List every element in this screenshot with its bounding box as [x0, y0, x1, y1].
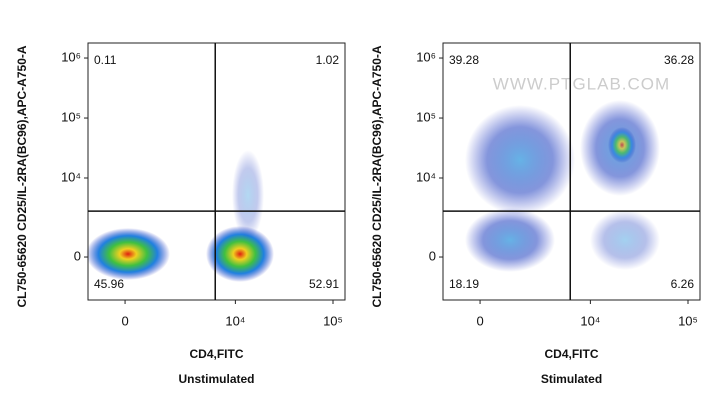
- y-tick-label: 10⁵: [61, 109, 81, 124]
- quadrant-label: 6.26: [671, 277, 695, 291]
- y-tick-label: 10⁴: [61, 169, 81, 184]
- quadrant-label: 18.19: [449, 277, 479, 291]
- x-tick-label: 0: [476, 313, 483, 328]
- y-axis-label: CL750-65620 CD25/IL-2RA(BC96),APC-A750-A: [370, 45, 384, 307]
- quadrant-label: 52.91: [309, 277, 339, 291]
- density-cloud: [206, 226, 274, 282]
- y-tick-label: 10⁶: [416, 49, 436, 64]
- x-tick-label: 10⁴: [580, 313, 600, 328]
- quadrant-label: 39.28: [449, 53, 479, 67]
- watermark: WWW.PTGLAB.COM: [493, 74, 670, 93]
- y-tick-label: 10⁴: [416, 169, 436, 184]
- density-cloud: [465, 208, 555, 272]
- x-axis-label: CD4,FITC: [545, 347, 599, 361]
- y-tick-label: 10⁶: [61, 49, 81, 64]
- x-tick-label: 10⁵: [678, 313, 698, 328]
- quadrant-label: 36.28: [664, 53, 694, 67]
- density-cloud: [465, 105, 575, 215]
- plot-frame: [442, 42, 701, 301]
- quadrant-label: 45.96: [94, 277, 124, 291]
- x-tick-label: 0: [121, 313, 128, 328]
- density-cloud: [232, 150, 264, 240]
- x-axis-label: CD4,FITC: [190, 347, 244, 361]
- panel-subtitle: Unstimulated: [178, 372, 254, 386]
- density-cloud: [608, 127, 636, 163]
- panel-subtitle: Stimulated: [541, 372, 602, 386]
- quadrant-label: 1.02: [316, 53, 340, 67]
- density-cloud: [590, 210, 660, 270]
- density-cloud: [86, 228, 170, 280]
- x-tick-label: 10⁵: [323, 313, 343, 328]
- plot-frame: [87, 42, 346, 301]
- y-tick-label: 10⁵: [416, 109, 436, 124]
- quadrant-label: 0.11: [94, 53, 117, 67]
- density-clouds: [86, 100, 660, 282]
- y-axis-label: CL750-65620 CD25/IL-2RA(BC96),APC-A750-A: [15, 45, 29, 307]
- y-tick-label: 0: [429, 248, 436, 263]
- y-tick-label: 0: [74, 248, 81, 263]
- x-tick-label: 10⁴: [225, 313, 245, 328]
